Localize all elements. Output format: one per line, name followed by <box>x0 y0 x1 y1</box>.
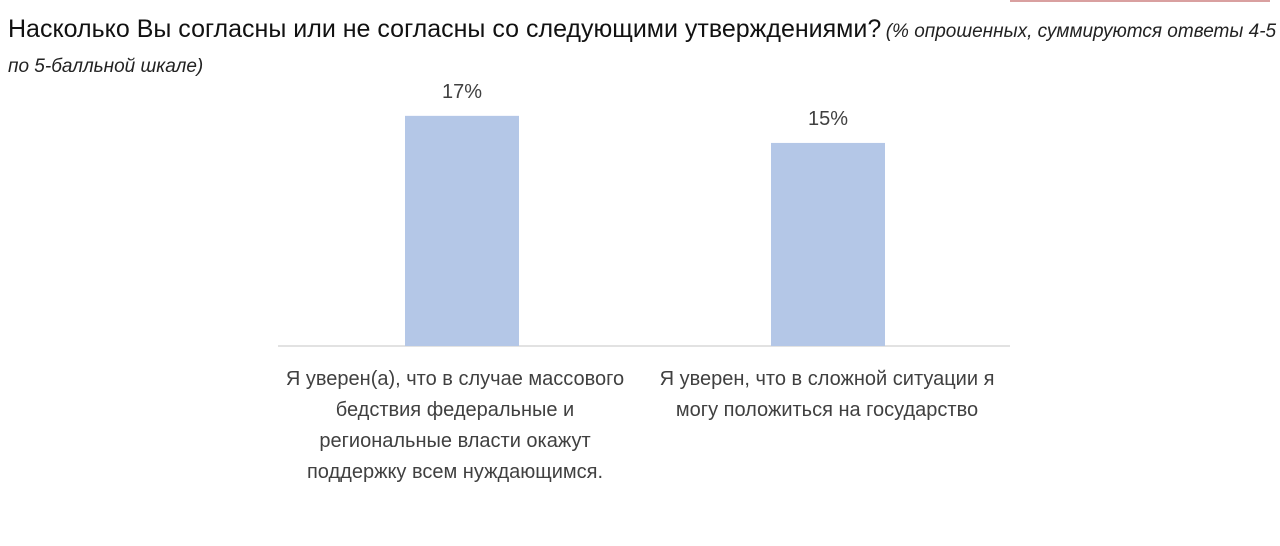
category-label-1: Я уверен, что в сложной ситуации я могу … <box>659 368 995 421</box>
chart-heading: Насколько Вы согласны или не согласны со… <box>8 12 1280 85</box>
bar-0 <box>405 115 519 346</box>
top-accent-line <box>1010 0 1270 2</box>
data-label-1: 15% <box>808 108 848 130</box>
bar-1 <box>771 142 885 346</box>
data-label-0: 17% <box>442 81 482 103</box>
chart-subtitle-note: (% опрошенных, суммируются ответы 4-5 по… <box>8 21 1277 77</box>
category-label-0: Я уверен(а), что в случае массового бедс… <box>285 368 625 483</box>
chart-title: Насколько Вы согласны или не согласны со… <box>8 15 882 43</box>
